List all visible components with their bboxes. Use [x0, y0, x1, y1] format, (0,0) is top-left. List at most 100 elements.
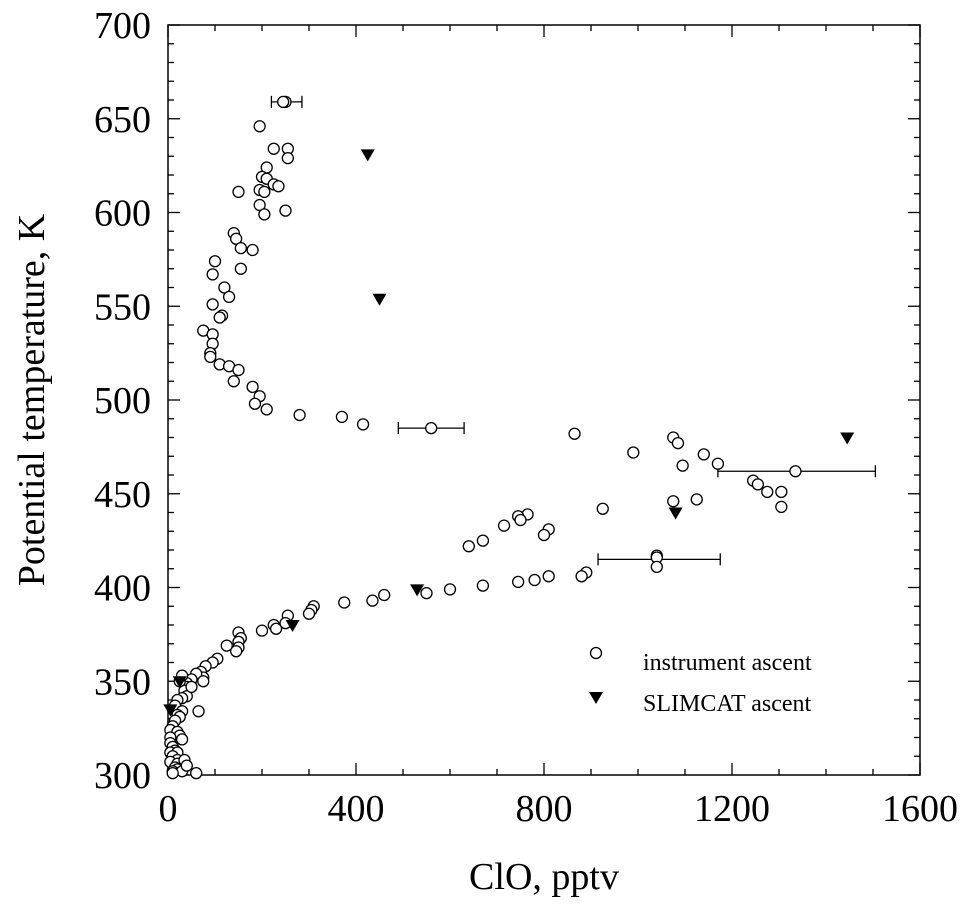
- data-points: [163, 95, 855, 780]
- instrument-ascent-point: [528, 573, 541, 587]
- instrument-ascent-point: [751, 478, 764, 491]
- instrument-ascent-point: [378, 588, 391, 602]
- instrument-ascent-point: [676, 459, 689, 472]
- instrument-ascent-point: [253, 120, 266, 133]
- instrument-ascent-point: [276, 95, 290, 109]
- legend-label-instrument: instrument ascent: [643, 650, 812, 676]
- instrument-ascent-point: [246, 243, 259, 257]
- instrument-ascent-point: [596, 502, 609, 515]
- instrument-ascent-point: [204, 350, 217, 364]
- instrument-ascent-point: [512, 575, 525, 589]
- y-tick-label: 300: [94, 755, 151, 797]
- instrument-ascent-point: [537, 528, 551, 542]
- instrument-ascent-point: [206, 268, 219, 281]
- x-tick-labels: 0 400 800 1200 1600: [159, 788, 959, 830]
- instrument-ascent-point: [272, 180, 285, 193]
- slimcat-ascent-point: [285, 620, 300, 632]
- instrument-ascent-point: [227, 375, 240, 388]
- instrument-ascent-point: [269, 622, 283, 635]
- instrument-ascent-point: [190, 766, 203, 780]
- legend-label-slimcat: SLIMCAT ascent: [643, 691, 812, 717]
- y-axis-title: Potential temperature, K: [11, 213, 53, 586]
- instrument-ascent-point: [775, 500, 788, 514]
- instrument-ascent-point: [166, 766, 179, 780]
- instrument-ascent-point: [293, 408, 306, 422]
- instrument-ascent-point: [213, 311, 226, 324]
- slimcat-ascent-point: [372, 293, 387, 306]
- instrument-ascent-point: [234, 262, 248, 275]
- x-tick-label: 1600: [882, 788, 958, 830]
- instrument-ascent-point: [650, 560, 663, 574]
- instrument-ascent-point: [711, 457, 725, 470]
- instrument-ascent-point: [222, 290, 236, 304]
- instrument-ascent-point: [671, 436, 685, 450]
- instrument-ascent-point: [180, 759, 193, 772]
- legend-marker-slimcat: [589, 692, 603, 704]
- instrument-ascent-point: [232, 185, 245, 199]
- y-tick-label: 450: [94, 474, 151, 516]
- slimcat-ascent-point: [668, 507, 683, 520]
- instrument-ascent-point: [267, 142, 280, 155]
- instrument-ascent-point: [246, 380, 259, 394]
- instrument-ascent-point: [356, 418, 370, 431]
- x-tick-label: 1200: [694, 788, 770, 830]
- slimcat-ascent-point: [840, 432, 855, 445]
- instrument-ascent-point: [789, 465, 802, 478]
- instrument-ascent-point: [229, 645, 243, 658]
- instrument-ascent-point: [420, 586, 433, 600]
- instrument-ascent-point: [279, 204, 292, 217]
- y-tick-label: 350: [94, 661, 151, 703]
- y-tick-label: 400: [94, 568, 151, 610]
- instrument-ascent-point: [255, 624, 269, 637]
- x-axis-title: ClO, pptv: [469, 856, 619, 898]
- instrument-ascent-point: [443, 583, 457, 596]
- instrument-ascent-point: [366, 594, 379, 607]
- y-tick-labels: 300 350 400 450 500 550 600 650 700: [94, 5, 151, 797]
- x-tick-label: 0: [159, 788, 178, 830]
- instrument-ascent-point: [338, 596, 351, 609]
- x-tick-label: 400: [328, 788, 385, 830]
- instrument-ascent-point: [302, 607, 316, 620]
- instrument-ascent-point: [690, 493, 703, 506]
- instrument-ascent-point: [232, 363, 245, 377]
- instrument-ascent-point: [220, 639, 233, 652]
- instrument-ascent-point: [697, 448, 710, 461]
- instrument-ascent-point: [514, 513, 527, 527]
- instrument-ascent-point: [775, 485, 788, 499]
- instrument-ascent-point: [185, 680, 198, 694]
- instrument-ascent-point: [197, 675, 210, 688]
- instrument-ascent-point: [575, 570, 588, 583]
- y-tick-label: 600: [94, 193, 151, 235]
- slimcat-ascent-point: [360, 149, 375, 162]
- instrument-ascent-point: [258, 208, 271, 221]
- instrument-ascent-point: [627, 446, 640, 459]
- instrument-ascent-point: [425, 421, 438, 435]
- instrument-ascent-point: [542, 570, 555, 583]
- instrument-ascent-point: [192, 705, 205, 718]
- y-tick-label: 650: [94, 99, 151, 141]
- slimcat-ascent-point: [172, 676, 187, 689]
- instrument-ascent-point: [258, 185, 271, 199]
- x-tick-label: 800: [516, 788, 573, 830]
- instrument-ascent-point: [497, 519, 511, 532]
- y-tick-label: 700: [94, 5, 151, 47]
- y-tick-label: 550: [94, 286, 151, 328]
- instrument-ascent-point: [335, 410, 349, 424]
- legend: instrument ascent SLIMCAT ascent: [589, 646, 812, 717]
- instrument-ascent-point: [206, 298, 219, 311]
- instrument-ascent-point: [476, 579, 490, 592]
- y-tick-label: 500: [94, 380, 151, 422]
- instrument-ascent-point: [281, 151, 295, 165]
- instrument-ascent-point: [462, 540, 475, 553]
- instrument-ascent-point: [260, 403, 273, 416]
- instrument-ascent-point: [175, 733, 189, 746]
- instrument-ascent-point: [667, 495, 680, 508]
- instrument-ascent-point: [476, 534, 490, 547]
- slimcat-ascent-point: [163, 704, 178, 717]
- legend-marker-instrument: [589, 646, 603, 660]
- instrument-ascent-point: [568, 427, 581, 440]
- instrument-ascent-point: [234, 241, 248, 255]
- instrument-ascent-point: [248, 397, 262, 410]
- slimcat-ascent-point: [410, 584, 425, 597]
